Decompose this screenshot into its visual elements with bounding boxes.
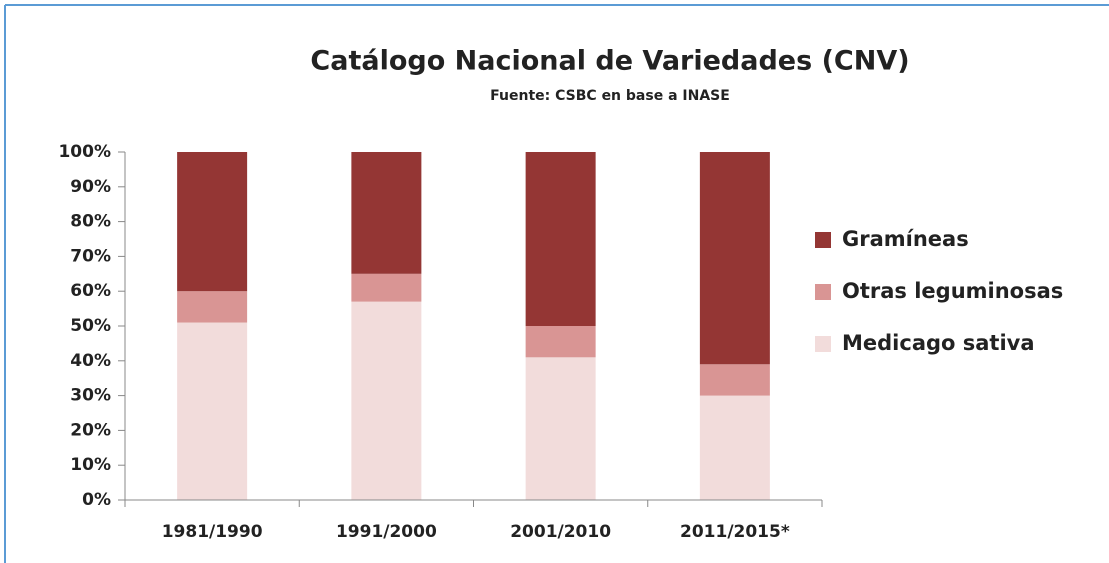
bar-segment bbox=[525, 357, 596, 500]
x-tick-label: 1981/1990 bbox=[162, 522, 263, 542]
y-tick-label: 80% bbox=[70, 212, 111, 232]
y-tick-label: 40% bbox=[70, 351, 111, 371]
legend-swatch bbox=[815, 336, 831, 352]
bar-segment bbox=[699, 364, 770, 396]
chart-title: Catálogo Nacional de Variedades (CNV) bbox=[310, 46, 909, 77]
y-tick-label: 100% bbox=[58, 142, 111, 162]
x-tick-label: 1991/2000 bbox=[336, 522, 437, 542]
y-tick-label: 10% bbox=[70, 455, 111, 475]
y-tick-label: 90% bbox=[70, 177, 111, 197]
legend-swatch bbox=[815, 232, 831, 248]
y-tick-label: 60% bbox=[70, 281, 111, 301]
x-tick-label: 2011/2015* bbox=[680, 522, 790, 542]
legend-label: Gramíneas bbox=[842, 227, 969, 251]
chart-subtitle: Fuente: CSBC en base a INASE bbox=[490, 88, 730, 104]
bar-segment bbox=[177, 152, 248, 292]
bar-segment bbox=[351, 273, 422, 302]
y-tick-label: 0% bbox=[82, 490, 111, 510]
bar-segment bbox=[177, 291, 248, 323]
legend-label: Otras leguminosas bbox=[842, 279, 1063, 303]
x-tick-label: 2001/2010 bbox=[510, 522, 611, 542]
bar-segment bbox=[699, 152, 770, 365]
bar-segment bbox=[525, 152, 596, 326]
bar-segment bbox=[525, 326, 596, 358]
bar-segment bbox=[351, 301, 422, 500]
legend-label: Medicago sativa bbox=[842, 331, 1035, 355]
y-tick-label: 70% bbox=[70, 246, 111, 266]
bar-segment bbox=[177, 322, 248, 500]
y-tick-label: 30% bbox=[70, 386, 111, 406]
bar-segment bbox=[699, 395, 770, 500]
y-tick-label: 50% bbox=[70, 316, 111, 336]
y-tick-label: 20% bbox=[70, 420, 111, 440]
legend-swatch bbox=[815, 284, 831, 300]
bar-segment bbox=[351, 152, 422, 274]
